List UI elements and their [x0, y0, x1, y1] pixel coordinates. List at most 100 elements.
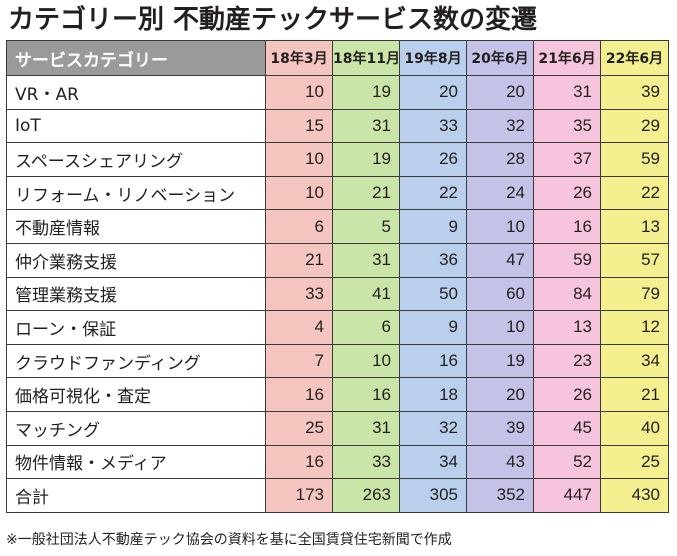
value-cell: 12 — [600, 310, 669, 345]
value-cell: 6 — [265, 209, 333, 244]
value-cell: 25 — [600, 444, 669, 480]
total-value-cell: 305 — [399, 478, 467, 513]
period-header: 22年6月 — [600, 40, 669, 76]
value-cell: 33 — [265, 276, 333, 312]
table-row: 物件情報・メディア 16 33 34 43 52 25 — [6, 444, 669, 480]
total-value-cell: 263 — [332, 478, 400, 513]
value-cell: 59 — [533, 242, 601, 278]
category-cell: IoT — [6, 108, 266, 144]
service-count-table: サービスカテゴリー 18年3月 18年11月 19年8月 20年6月 21年6月… — [6, 40, 669, 513]
value-cell: 13 — [600, 209, 669, 244]
value-cell: 22 — [600, 175, 669, 211]
table-row: 価格可視化・査定 16 16 18 20 26 21 — [6, 377, 669, 412]
value-cell: 21 — [265, 242, 333, 278]
period-header: 18年11月 — [332, 40, 400, 76]
table-title: カテゴリー別 不動産テックサービス数の変遷 — [8, 5, 538, 35]
category-cell: 価格可視化・査定 — [6, 377, 266, 412]
value-cell: 24 — [466, 175, 534, 211]
value-cell: 32 — [466, 108, 534, 144]
period-header: 20年6月 — [466, 40, 534, 76]
table-row: スペースシェアリング 10 19 26 28 37 59 — [6, 142, 669, 177]
table-row: IoT 15 31 33 32 35 29 — [6, 108, 669, 144]
value-cell: 19 — [332, 142, 400, 177]
value-cell: 20 — [466, 377, 534, 412]
value-cell: 31 — [332, 108, 400, 144]
value-cell: 9 — [399, 209, 467, 244]
value-cell: 28 — [466, 142, 534, 177]
value-cell: 20 — [399, 75, 467, 110]
category-cell: 管理業務支援 — [6, 276, 266, 312]
value-cell: 43 — [466, 444, 534, 480]
value-cell: 33 — [399, 108, 467, 144]
value-cell: 10 — [466, 310, 534, 345]
category-cell: VR・AR — [6, 75, 266, 110]
value-cell: 16 — [533, 209, 601, 244]
category-cell: クラウドファンディング — [6, 343, 266, 379]
value-cell: 21 — [332, 175, 400, 211]
period-header: 21年6月 — [533, 40, 601, 76]
value-cell: 35 — [533, 108, 601, 144]
category-cell: 仲介業務支援 — [6, 242, 266, 278]
value-cell: 34 — [399, 444, 467, 480]
value-cell: 29 — [600, 108, 669, 144]
value-cell: 52 — [533, 444, 601, 480]
value-cell: 10 — [265, 175, 333, 211]
table-body: VR・AR 10 19 20 20 31 39 IoT 15 31 33 32 35 29 スペースシェアリ… — [6, 75, 669, 513]
table-row: 仲介業務支援 21 31 36 47 59 57 — [6, 242, 669, 278]
value-cell: 39 — [600, 75, 669, 110]
value-cell: 4 — [265, 310, 333, 345]
value-cell: 26 — [533, 377, 601, 412]
total-value-cell: 173 — [265, 478, 333, 513]
period-header: 19年8月 — [399, 40, 467, 76]
value-cell: 18 — [399, 377, 467, 412]
value-cell: 23 — [533, 343, 601, 379]
value-cell: 39 — [466, 410, 534, 446]
value-cell: 10 — [466, 209, 534, 244]
value-cell: 22 — [399, 175, 467, 211]
value-cell: 16 — [332, 377, 400, 412]
value-cell: 36 — [399, 242, 467, 278]
table-row: リフォーム・リノベーション 10 21 22 24 26 22 — [6, 175, 669, 211]
value-cell: 7 — [265, 343, 333, 379]
table-row: マッチング 25 31 32 39 45 40 — [6, 410, 669, 446]
value-cell: 41 — [332, 276, 400, 312]
total-value-cell: 447 — [533, 478, 601, 513]
category-cell: リフォーム・リノベーション — [6, 175, 266, 211]
category-cell: 物件情報・メディア — [6, 444, 266, 480]
value-cell: 31 — [332, 242, 400, 278]
value-cell: 32 — [399, 410, 467, 446]
table-row: 管理業務支援 33 41 50 60 84 79 — [6, 276, 669, 312]
value-cell: 26 — [399, 142, 467, 177]
category-cell: ローン・保証 — [6, 310, 266, 345]
category-cell: 不動産情報 — [6, 209, 266, 244]
total-value-cell: 352 — [466, 478, 534, 513]
header-row: サービスカテゴリー 18年3月 18年11月 19年8月 20年6月 21年6月… — [6, 40, 669, 76]
value-cell: 45 — [533, 410, 601, 446]
table-row: 不動産情報 6 5 9 10 16 13 — [6, 209, 669, 244]
value-cell: 79 — [600, 276, 669, 312]
category-cell: マッチング — [6, 410, 266, 446]
value-cell: 21 — [600, 377, 669, 412]
value-cell: 33 — [332, 444, 400, 480]
value-cell: 57 — [600, 242, 669, 278]
value-cell: 10 — [265, 142, 333, 177]
value-cell: 47 — [466, 242, 534, 278]
value-cell: 5 — [332, 209, 400, 244]
value-cell: 34 — [600, 343, 669, 379]
value-cell: 84 — [533, 276, 601, 312]
table-row: クラウドファンディング 7 10 16 19 23 34 — [6, 343, 669, 379]
value-cell: 25 — [265, 410, 333, 446]
value-cell: 9 — [399, 310, 467, 345]
value-cell: 37 — [533, 142, 601, 177]
value-cell: 19 — [332, 75, 400, 110]
table-row: VR・AR 10 19 20 20 31 39 — [6, 75, 669, 110]
source-footnote: ※一般社団法人不動産テック協会の資料を基に全国賃貸住宅新聞で作成 — [6, 532, 452, 548]
value-cell: 20 — [466, 75, 534, 110]
period-header: 18年3月 — [265, 40, 333, 76]
value-cell: 19 — [466, 343, 534, 379]
value-cell: 10 — [332, 343, 400, 379]
value-cell: 40 — [600, 410, 669, 446]
value-cell: 26 — [533, 175, 601, 211]
value-cell: 16 — [399, 343, 467, 379]
value-cell: 60 — [466, 276, 534, 312]
